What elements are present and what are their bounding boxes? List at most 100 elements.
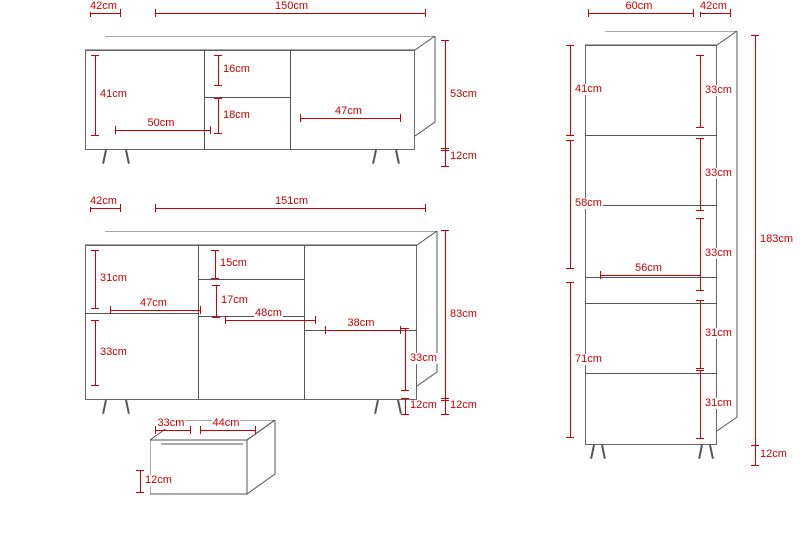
dim-cap	[425, 204, 426, 212]
dim-cap	[566, 437, 574, 438]
dim-cap	[255, 426, 256, 434]
tv-bench-leg-2	[373, 150, 378, 164]
dim-label-12: 31cm	[99, 273, 128, 284]
dim-line-34	[570, 282, 571, 437]
dim-cap	[300, 114, 301, 122]
tall-cabinet-leg-3	[709, 445, 714, 459]
dim-cap	[120, 204, 121, 212]
dim-label-15: 15cm	[219, 258, 248, 269]
dim-cap	[91, 250, 99, 251]
dim-line-11	[445, 230, 446, 400]
dim-label-29: 33cm	[704, 85, 733, 96]
dim-cap	[425, 9, 426, 17]
dim-label-36: 31cm	[704, 398, 733, 409]
dim-line-37	[755, 445, 756, 465]
tall-cabinet-front	[585, 45, 717, 445]
tv-bench-top-face	[85, 36, 437, 52]
dim-cap	[696, 55, 704, 56]
dim-cap	[110, 306, 111, 314]
dim-line-1	[155, 13, 425, 14]
dim-line-21	[445, 398, 446, 414]
dim-cap	[91, 135, 99, 136]
dim-label-11: 83cm	[449, 309, 478, 320]
dim-label-13: 47cm	[139, 298, 168, 309]
dim-line-6	[218, 98, 219, 133]
tall-cabinet-leg-2	[698, 445, 703, 459]
dim-line-14	[95, 320, 96, 385]
tv-bench-divider-v-0	[204, 50, 205, 150]
dim-label-16: 48cm	[254, 308, 283, 319]
dim-label-22: 33cm	[157, 418, 186, 429]
dim-label-37: 12cm	[759, 449, 788, 460]
dim-line-7	[300, 118, 400, 119]
dim-cap	[212, 317, 220, 318]
dim-line-20	[405, 398, 406, 414]
tall-cabinet-leg-1	[601, 445, 606, 459]
dim-line-35	[700, 300, 701, 368]
dim-cap	[566, 45, 574, 46]
dim-label-32: 33cm	[704, 248, 733, 259]
dim-cap	[91, 55, 99, 56]
dim-cap	[751, 445, 759, 446]
dim-label-14: 33cm	[99, 347, 128, 358]
sideboard-divider-h-2	[85, 313, 198, 314]
dim-label-2: 53cm	[449, 89, 478, 100]
dim-cap	[730, 9, 731, 17]
dim-line-33	[600, 275, 700, 276]
dim-cap	[441, 414, 449, 415]
dim-cap	[91, 308, 99, 309]
tv-bench-divider-v-1	[290, 50, 291, 150]
sideboard-leg-3	[397, 400, 402, 414]
tall-cabinet-divider-h-1	[585, 205, 717, 206]
dim-line-15	[215, 250, 216, 278]
dim-cap	[315, 316, 316, 324]
dim-cap	[696, 218, 704, 219]
sideboard-leg-0	[102, 400, 107, 414]
sideboard-divider-v-0	[198, 245, 199, 400]
tall-cabinet-top-face	[585, 31, 739, 47]
dim-cap	[155, 204, 156, 212]
dim-cap	[210, 126, 211, 134]
dim-label-23: 44cm	[212, 418, 241, 429]
dim-line-0	[90, 13, 120, 14]
dim-line-36	[700, 370, 701, 438]
dim-cap	[214, 85, 222, 86]
sideboard-top-face	[85, 231, 439, 247]
tall-cabinet-divider-h-0	[585, 135, 717, 136]
dim-cap	[136, 492, 144, 493]
sideboard-side-face	[417, 231, 439, 402]
dim-line-18	[325, 330, 400, 331]
dim-cap	[401, 390, 409, 391]
dim-cap	[441, 40, 449, 41]
dim-cap	[693, 9, 694, 17]
tv-bench-leg-0	[102, 150, 107, 164]
dim-cap	[696, 290, 704, 291]
dim-cap	[325, 326, 326, 334]
dim-cap	[211, 250, 219, 251]
dim-label-35: 31cm	[704, 328, 733, 339]
dim-cap	[212, 285, 220, 286]
dim-cap	[441, 230, 449, 231]
dim-line-13	[110, 310, 200, 311]
dim-label-6: 18cm	[222, 110, 251, 121]
dim-label-27: 183cm	[759, 234, 794, 245]
dim-label-3: 41cm	[99, 89, 128, 100]
dim-cap	[401, 398, 409, 399]
tv-bench-leg-1	[125, 150, 130, 164]
tall-cabinet-divider-h-2	[585, 277, 717, 278]
dim-cap	[211, 278, 219, 279]
dim-line-26	[700, 13, 730, 14]
dim-label-7: 47cm	[334, 106, 363, 117]
tall-cabinet-divider-h-4	[585, 373, 717, 374]
dim-cap	[441, 166, 449, 167]
dim-cap	[696, 368, 704, 369]
dim-label-8: 12cm	[449, 151, 478, 162]
dim-label-30: 33cm	[704, 168, 733, 179]
dim-line-24	[140, 470, 141, 492]
dim-cap	[751, 35, 759, 36]
dim-line-17	[216, 285, 217, 317]
dim-line-23	[200, 430, 255, 431]
dim-label-5: 16cm	[222, 64, 251, 75]
dim-cap	[115, 126, 116, 134]
dim-cap	[214, 55, 222, 56]
